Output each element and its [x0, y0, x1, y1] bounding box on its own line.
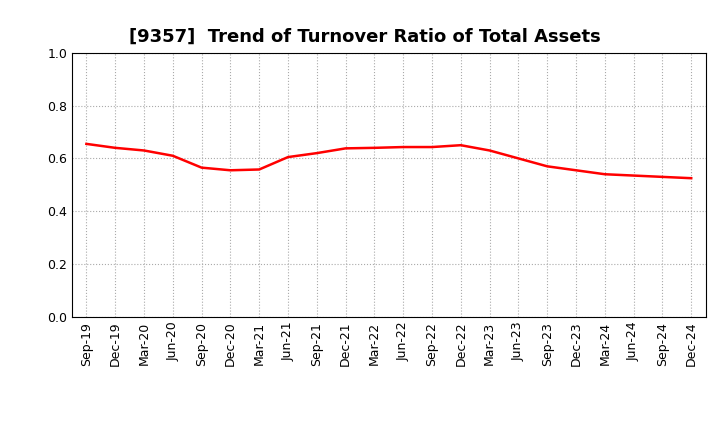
- Text: [9357]  Trend of Turnover Ratio of Total Assets: [9357] Trend of Turnover Ratio of Total …: [129, 28, 600, 46]
